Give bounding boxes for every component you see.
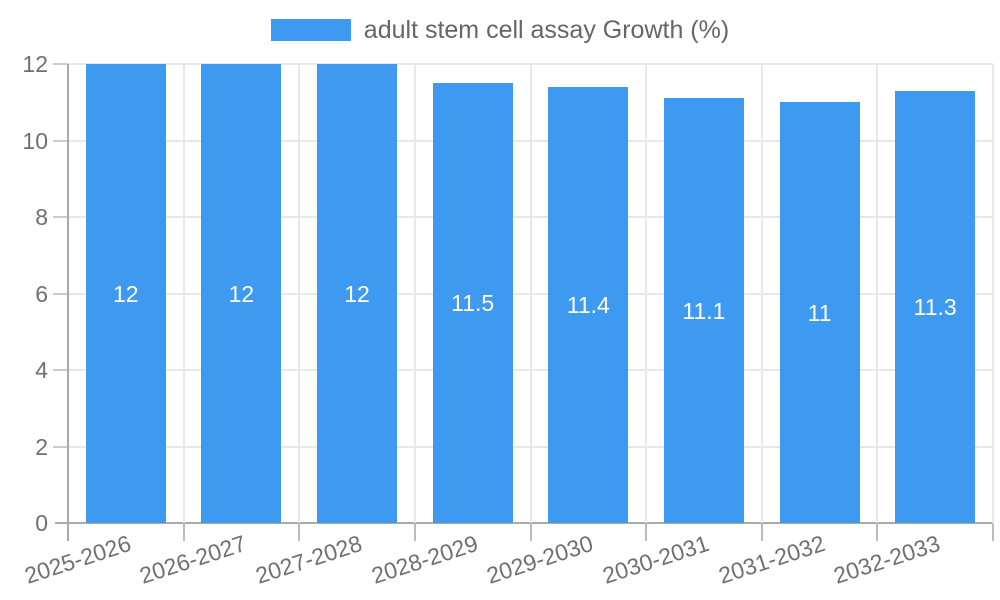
legend[interactable]: adult stem cell assay Growth (%) (0, 16, 1000, 44)
gridline-vertical (298, 64, 301, 523)
y-axis-line (67, 64, 69, 541)
x-axis-tick (760, 524, 763, 541)
bar[interactable]: 12 (85, 64, 166, 523)
y-tick-label: 6 (35, 280, 48, 307)
x-tick-label: 2026-2027 (136, 530, 250, 589)
bar-value-label: 12 (113, 280, 139, 307)
bar-value-label: 11.3 (913, 293, 957, 320)
bar[interactable]: 11.3 (895, 90, 976, 523)
gridline-vertical (645, 64, 648, 523)
y-tick-label: 0 (35, 510, 48, 536)
x-axis-tick (182, 524, 185, 541)
y-axis-tick (53, 63, 68, 65)
x-tick-label: 2028-2029 (368, 530, 481, 589)
gridline-vertical (182, 64, 185, 523)
bar-value-label: 11 (807, 299, 832, 326)
gridline-vertical (992, 64, 994, 523)
bar-value-label: 12 (344, 280, 370, 307)
x-axis-tick (876, 524, 879, 541)
y-tick-label: 12 (22, 51, 48, 77)
x-tick-label: 2031-2032 (714, 530, 828, 589)
x-axis-tick (645, 524, 648, 541)
x-tick-label: 2025-2026 (21, 530, 134, 589)
y-tick-label: 4 (35, 357, 48, 383)
bar-value-label: 12 (228, 280, 255, 307)
gridline-vertical (876, 64, 879, 523)
y-axis-tick (53, 292, 68, 295)
legend-swatch (270, 19, 351, 41)
bar[interactable]: 12 (317, 64, 398, 523)
y-tick-label: 2 (35, 433, 48, 460)
y-axis-tick (53, 216, 68, 218)
x-tick-label: 2029-2030 (483, 530, 597, 589)
x-axis-tick (992, 524, 994, 541)
legend-label: adult stem cell assay Growth (%) (363, 16, 730, 44)
bar[interactable]: 11.5 (432, 83, 513, 523)
bar[interactable]: 11.1 (663, 98, 744, 523)
y-tick-label: 10 (22, 127, 48, 154)
gridline-vertical (413, 64, 416, 523)
y-axis-tick (53, 139, 68, 142)
y-axis-tick (53, 445, 68, 448)
x-tick-label: 2027-2028 (252, 530, 366, 589)
y-tick-label: 8 (35, 204, 48, 230)
y-axis-tick (53, 369, 68, 371)
x-axis-tick (529, 524, 532, 541)
bar[interactable]: 11 (779, 102, 860, 523)
x-tick-label: 2032-2033 (830, 530, 944, 589)
gridline-vertical (529, 64, 532, 523)
x-axis-tick (298, 524, 301, 541)
bar-value-label: 11.4 (566, 291, 610, 318)
bar[interactable]: 12 (201, 64, 282, 523)
bar[interactable]: 11.4 (548, 86, 629, 523)
bar-value-label: 11.5 (451, 290, 495, 317)
x-tick-label: 2030-2031 (599, 530, 712, 589)
x-axis-tick (413, 524, 416, 541)
gridline-vertical (760, 64, 763, 523)
bar-value-label: 11.1 (682, 297, 726, 324)
